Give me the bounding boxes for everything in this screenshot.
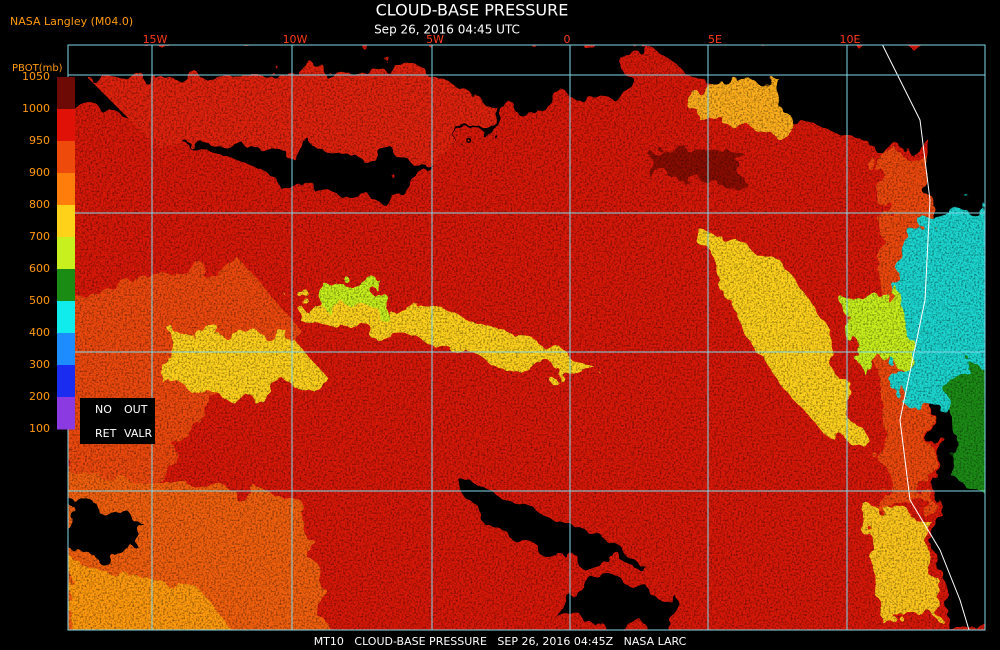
legend-label: 300	[29, 358, 50, 371]
flag-label: RET	[95, 427, 117, 440]
legend-label: 950	[29, 134, 50, 147]
legend-swatch	[57, 365, 75, 398]
longitude-label: 15W	[143, 33, 168, 46]
imagery	[68, 45, 985, 630]
legend-title: PBOT(mb)	[12, 63, 63, 74]
longitude-labels: 15W 10W 5W 0 5E 10E	[143, 33, 861, 46]
legend-swatch	[57, 237, 75, 270]
legend-label: 800	[29, 198, 50, 211]
legend-swatch	[57, 269, 75, 302]
legend-swatch	[57, 205, 75, 238]
agency-label: NASA Langley (M04.0)	[10, 15, 133, 28]
flag-box	[80, 398, 155, 444]
legend-swatch	[57, 301, 75, 334]
flag-label: NO	[95, 403, 112, 416]
flag-label: VALR	[124, 427, 152, 440]
subtitle: Sep 26, 2016 04:45 UTC	[374, 23, 520, 37]
legend-label: 600	[29, 262, 50, 275]
legend-label: 100	[29, 422, 50, 435]
longitude-label: 5W	[426, 33, 444, 46]
legend-label: 500	[29, 294, 50, 307]
longitude-label: 10E	[840, 33, 861, 46]
flag-label: OUT	[124, 403, 148, 416]
legend-label: 400	[29, 326, 50, 339]
legend-swatch	[57, 333, 75, 366]
legend-label: 700	[29, 230, 50, 243]
legend-label: 200	[29, 390, 50, 403]
legend-swatch	[57, 397, 75, 430]
legend-swatch	[57, 173, 75, 206]
longitude-label: 10W	[283, 33, 308, 46]
legend-swatch	[57, 77, 75, 110]
legend-label: 900	[29, 166, 50, 179]
legend-swatch	[57, 109, 75, 142]
graticule	[67, 44, 986, 631]
legend-label: 1050	[22, 70, 50, 83]
legend-label: 1000	[22, 102, 50, 115]
longitude-label: 0	[564, 33, 571, 46]
legend: 1050 1000 950 900 800 700 600 500 400 300 200 100	[22, 70, 75, 435]
longitude-label: 5E	[708, 33, 722, 46]
legend-swatch	[57, 141, 75, 174]
title: CLOUD-BASE PRESSURE	[376, 1, 569, 20]
footer: MT10 CLOUD-BASE PRESSURE SEP 26, 2016 04…	[314, 635, 687, 648]
